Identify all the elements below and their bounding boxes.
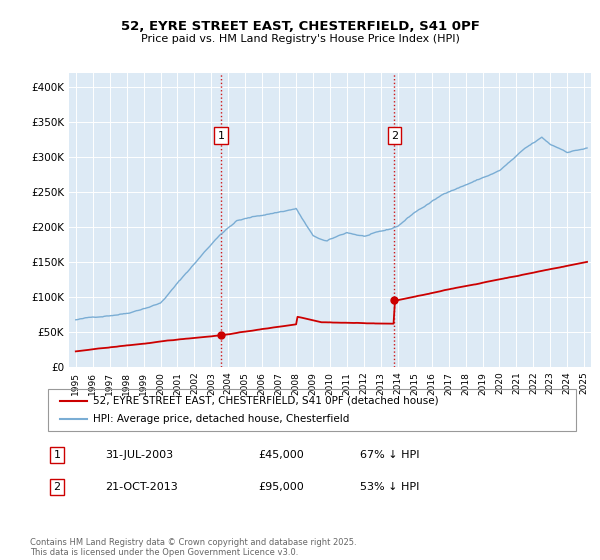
Text: 67% ↓ HPI: 67% ↓ HPI [360,450,419,460]
Text: 21-OCT-2013: 21-OCT-2013 [105,482,178,492]
Text: 31-JUL-2003: 31-JUL-2003 [105,450,173,460]
Text: Contains HM Land Registry data © Crown copyright and database right 2025.
This d: Contains HM Land Registry data © Crown c… [30,538,356,557]
Text: HPI: Average price, detached house, Chesterfield: HPI: Average price, detached house, Ches… [93,414,349,424]
Text: £95,000: £95,000 [258,482,304,492]
Text: 2: 2 [53,482,61,492]
Text: 53% ↓ HPI: 53% ↓ HPI [360,482,419,492]
Text: Price paid vs. HM Land Registry's House Price Index (HPI): Price paid vs. HM Land Registry's House … [140,34,460,44]
Text: 52, EYRE STREET EAST, CHESTERFIELD, S41 0PF: 52, EYRE STREET EAST, CHESTERFIELD, S41 … [121,20,479,32]
Text: 1: 1 [53,450,61,460]
Text: 2: 2 [391,131,398,141]
Text: £45,000: £45,000 [258,450,304,460]
Text: 52, EYRE STREET EAST, CHESTERFIELD, S41 0PF (detached house): 52, EYRE STREET EAST, CHESTERFIELD, S41 … [93,396,439,406]
Text: 1: 1 [218,131,224,141]
